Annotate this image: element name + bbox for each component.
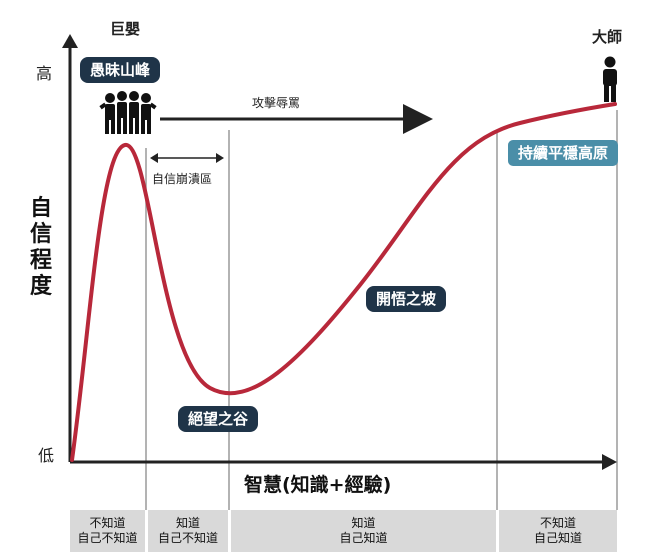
slope-stage-badge: 開悟之坡 xyxy=(366,286,447,312)
giant-label: 巨嬰 xyxy=(110,20,141,38)
x-axis-title: 智慧(知識+經驗) xyxy=(244,474,392,496)
crowd-people-icon xyxy=(99,91,157,134)
master-person-icon xyxy=(603,56,617,102)
y-axis-title-char: 自 xyxy=(29,196,52,221)
attack-label: 攻擊辱罵 xyxy=(252,96,301,110)
master-label: 大師 xyxy=(592,28,623,46)
peak-stage-badge: 愚昧山峰 xyxy=(80,57,161,83)
y-axis-title-char: 度 xyxy=(29,274,52,299)
y-axis-title: 自 信 程 度 xyxy=(26,196,56,300)
x-axis-arrow-icon xyxy=(602,454,617,470)
y-axis-arrow-icon xyxy=(62,34,78,48)
band-line: 不知道 xyxy=(89,516,126,530)
band-line: 自己知道 xyxy=(533,531,582,545)
y-axis-title-char: 程 xyxy=(29,248,52,273)
valley-stage-badge: 絕望之谷 xyxy=(178,406,259,432)
band-conscious-incompetence: 知道 自己不知道 xyxy=(148,510,228,552)
band-unconscious-competence: 不知道 自己知道 xyxy=(499,510,617,552)
band-line: 不知道 xyxy=(539,516,576,530)
collapse-arrow-right-icon xyxy=(216,153,224,163)
band-conscious-competence: 知道 自己知道 xyxy=(231,510,496,552)
band-line: 自己不知道 xyxy=(77,531,138,545)
y-axis-title-char: 信 xyxy=(29,222,52,247)
y-high-label: 高 xyxy=(36,64,53,83)
band-unconscious-incompetence: 不知道 自己不知道 xyxy=(70,510,145,552)
band-line: 自己知道 xyxy=(339,531,388,545)
band-line: 知道 xyxy=(351,516,376,530)
y-low-label: 低 xyxy=(38,446,55,465)
band-line: 自己不知道 xyxy=(157,531,218,545)
collapse-arrow-left-icon xyxy=(150,153,158,163)
plateau-stage-badge: 持續平穩高原 xyxy=(508,140,619,166)
collapse-label: 自信崩潰區 xyxy=(152,172,213,186)
band-line: 知道 xyxy=(175,516,200,530)
confidence-curve xyxy=(70,102,617,462)
